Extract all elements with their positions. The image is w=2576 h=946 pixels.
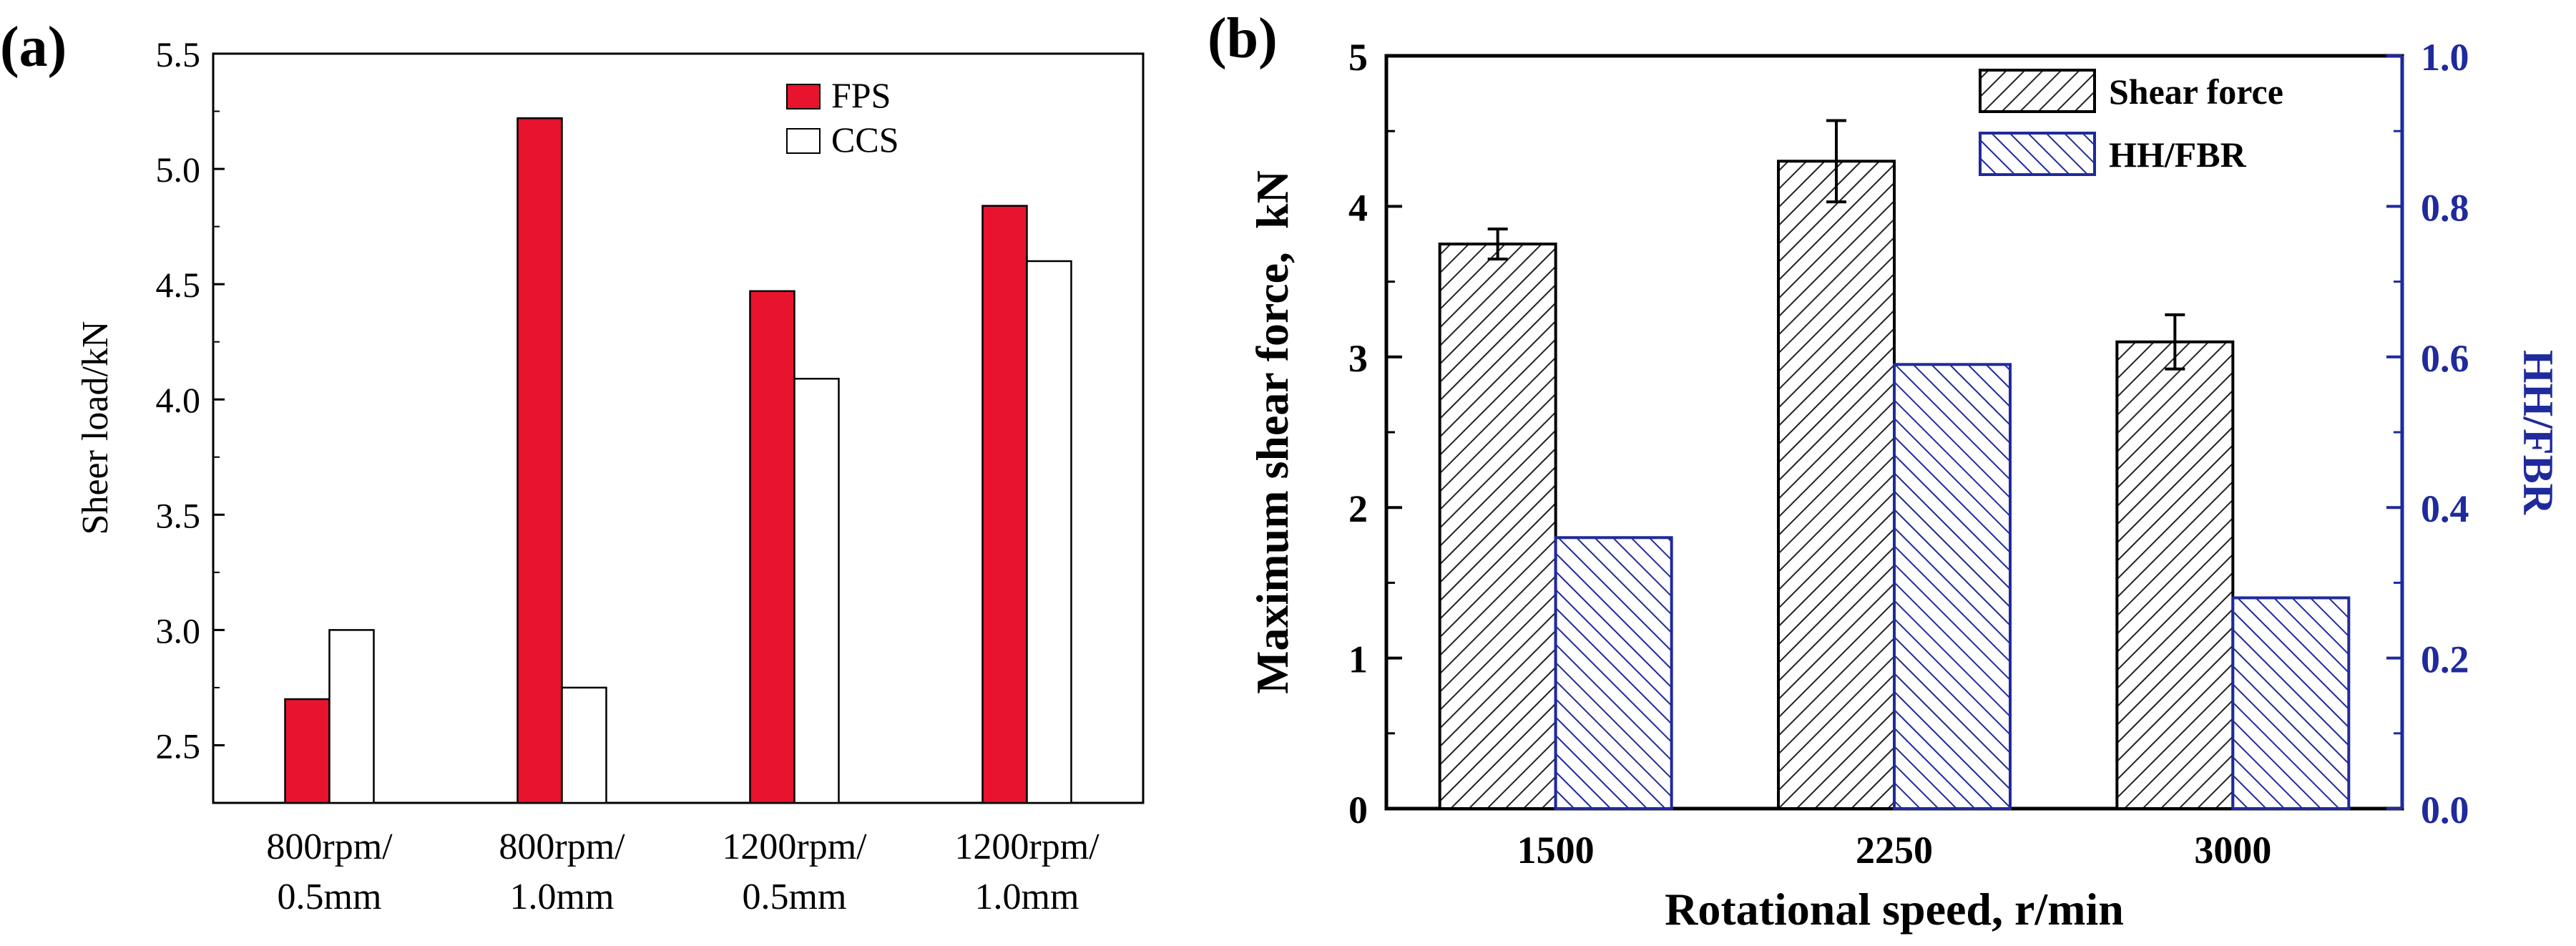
chart-b-y-axis-label: Maximum shear force, kN xyxy=(1247,170,1298,694)
legend-label-hh-fbr: HH/FBR xyxy=(2109,135,2247,175)
y-tick-label: 2.5 xyxy=(156,726,201,766)
legend-swatch-fps xyxy=(786,84,821,109)
chart-a-legend: FPS CCS xyxy=(786,75,899,160)
x-tick-label: 0.5mm xyxy=(743,877,847,917)
x-tick-label: 1.0mm xyxy=(975,877,1079,917)
chart-a-y-axis: 2.5 3.0 3.5 4.0 4.5 5.0 5.5 xyxy=(156,34,225,804)
bar-hh-fbr-2 xyxy=(2231,596,2351,810)
y-tick-label: 0 xyxy=(1348,789,1368,832)
x-tick-label: 1500 xyxy=(1517,829,1595,872)
legend-label-fps: FPS xyxy=(831,75,891,115)
x-tick-label: 1200rpm/ xyxy=(722,826,867,867)
chart-a-frame xyxy=(212,52,1145,804)
chart-b-y-axis: 0 1 2 3 4 5 xyxy=(1348,36,1402,832)
bar-hh-fbr-1 xyxy=(1893,363,2012,810)
x-tick-label: 1.0mm xyxy=(510,877,614,917)
chart-b-legend: Shear force HH/FBR xyxy=(1979,69,2283,176)
legend-swatch-ccs xyxy=(786,128,821,154)
y-right-tick-label: 0.8 xyxy=(2421,186,2469,229)
y-tick-label: 5.0 xyxy=(156,150,201,190)
bar-shear-force-2 xyxy=(2115,340,2235,810)
y-right-tick-label: 1.0 xyxy=(2421,36,2469,79)
bar-ccs-0 xyxy=(328,629,375,804)
chart-b-x-axis-label: Rotational speed, r/min xyxy=(1665,884,2124,935)
y-tick-label: 3 xyxy=(1348,337,1368,380)
bar-shear-force-1 xyxy=(1777,160,1896,810)
bar-shear-force-0 xyxy=(1438,243,1557,810)
x-tick-label: 0.5mm xyxy=(278,877,382,917)
y-right-tick-label: 0.2 xyxy=(2421,638,2469,681)
bar-ccs-2 xyxy=(793,377,840,804)
chart-a-x-axis: 800rpm/0.5mm 800rpm/1.0mm 1200rpm/0.5mm 120… xyxy=(266,826,1100,917)
x-tick-label: 800rpm/ xyxy=(499,826,625,867)
y-tick-label: 3.0 xyxy=(156,610,201,650)
bar-fps-3 xyxy=(981,205,1028,804)
chart-a: 2.53.03.54.04.55.05.5 800rpm/0.5mm800rpm… xyxy=(75,34,1145,917)
bar-fps-1 xyxy=(516,117,563,804)
x-tick-label: 1200rpm/ xyxy=(954,826,1100,867)
y-tick-label: 4 xyxy=(1348,186,1368,229)
chart-b-bars xyxy=(1438,119,2351,811)
y-tick-label: 3.5 xyxy=(156,495,201,535)
bar-ccs-1 xyxy=(561,686,607,804)
y-right-tick-label: 0.4 xyxy=(2421,487,2469,530)
y-tick-label: 4.5 xyxy=(156,265,201,305)
y-tick-label: 5 xyxy=(1348,36,1368,79)
x-tick-label: 3000 xyxy=(2194,829,2271,872)
legend-swatch-shear-force xyxy=(1979,69,2096,113)
legend-label-ccs: CCS xyxy=(831,120,899,160)
chart-b-x-axis: 1500 2250 3000 xyxy=(1517,829,2272,872)
chart-b-y-axis-label-right: HH/FBR xyxy=(2514,350,2562,515)
bar-fps-0 xyxy=(284,698,330,804)
bar-hh-fbr-0 xyxy=(1554,536,1673,811)
chart-a-y-axis-label: Sheer load/kN xyxy=(75,321,116,535)
x-tick-label: 800rpm/ xyxy=(266,826,393,867)
panel-label-a: (a) xyxy=(0,16,67,79)
y-right-tick-label: 0.0 xyxy=(2421,789,2469,832)
chart-b-y-axis-right: 0.0 0.2 0.4 0.6 0.8 1.0 xyxy=(2386,36,2469,832)
bar-fps-2 xyxy=(749,290,795,804)
chart-b: 0 1 2 3 4 5 0.0 0.2 0.4 0.6 0.8 1.0 1500 2250 3000 R… xyxy=(1247,36,2562,935)
y-tick-label: 2 xyxy=(1348,487,1368,530)
chart-a-bars xyxy=(284,117,1072,804)
y-tick-label: 5.5 xyxy=(156,34,201,74)
x-tick-label: 2250 xyxy=(1856,829,1933,872)
y-tick-label: 4.0 xyxy=(156,380,201,420)
y-tick-label: 1 xyxy=(1348,638,1368,681)
legend-label-shear-force: Shear force xyxy=(2109,72,2283,112)
legend-swatch-hh-fbr xyxy=(1979,132,2096,176)
panel-label-b: (b) xyxy=(1208,7,1278,70)
y-right-tick-label: 0.6 xyxy=(2421,337,2469,380)
bar-ccs-3 xyxy=(1026,260,1072,804)
